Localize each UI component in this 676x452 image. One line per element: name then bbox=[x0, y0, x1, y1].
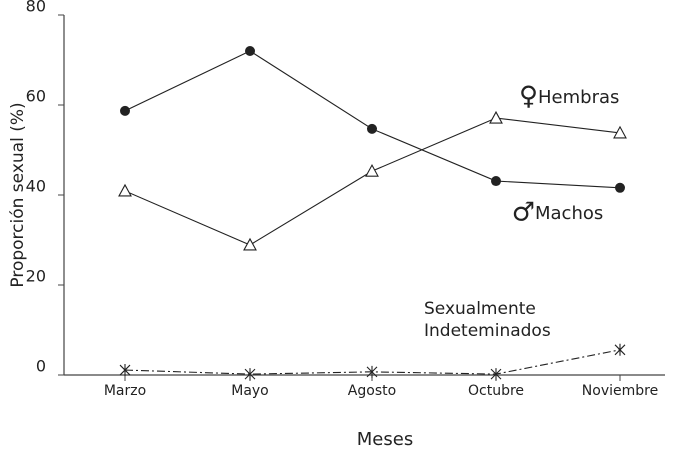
legend-symbol: ♀ bbox=[519, 82, 538, 112]
marker bbox=[120, 105, 130, 116]
legend-label: Machos bbox=[535, 203, 603, 224]
marker bbox=[491, 176, 501, 187]
marker bbox=[613, 125, 627, 139]
marker bbox=[365, 164, 379, 177]
legend-label: Hembras bbox=[538, 87, 619, 108]
x-tick-label: Marzo bbox=[104, 383, 146, 399]
x-tick-label: Noviembre bbox=[582, 383, 658, 399]
marker bbox=[243, 237, 257, 251]
x-tick-label: Agosto bbox=[348, 383, 396, 399]
marker bbox=[119, 364, 131, 377]
marker bbox=[244, 368, 256, 381]
marker bbox=[367, 123, 377, 134]
legend-label: Sexualmente Indeteminados bbox=[424, 299, 551, 341]
y-tick-label: 20 bbox=[26, 267, 46, 286]
marker bbox=[615, 182, 625, 193]
y-tick-label: 0 bbox=[36, 357, 46, 376]
y-tick-label: 40 bbox=[26, 177, 46, 196]
legend-symbol: ♂ bbox=[512, 198, 535, 228]
y-tick-label: 60 bbox=[26, 87, 46, 106]
x-tick-label: Octubre bbox=[468, 383, 524, 399]
marker bbox=[614, 343, 626, 356]
y-tick-label: 80 bbox=[26, 0, 46, 16]
marker bbox=[245, 46, 255, 56]
x-axis-label: Meses bbox=[357, 429, 413, 450]
marker bbox=[366, 365, 378, 378]
series-line bbox=[124, 117, 621, 246]
marker bbox=[118, 183, 132, 197]
y-axis-label: Proporción sexual (%) bbox=[8, 102, 28, 287]
marker bbox=[490, 368, 502, 381]
x-tick-label: Mayo bbox=[231, 383, 269, 399]
marker bbox=[489, 110, 503, 124]
